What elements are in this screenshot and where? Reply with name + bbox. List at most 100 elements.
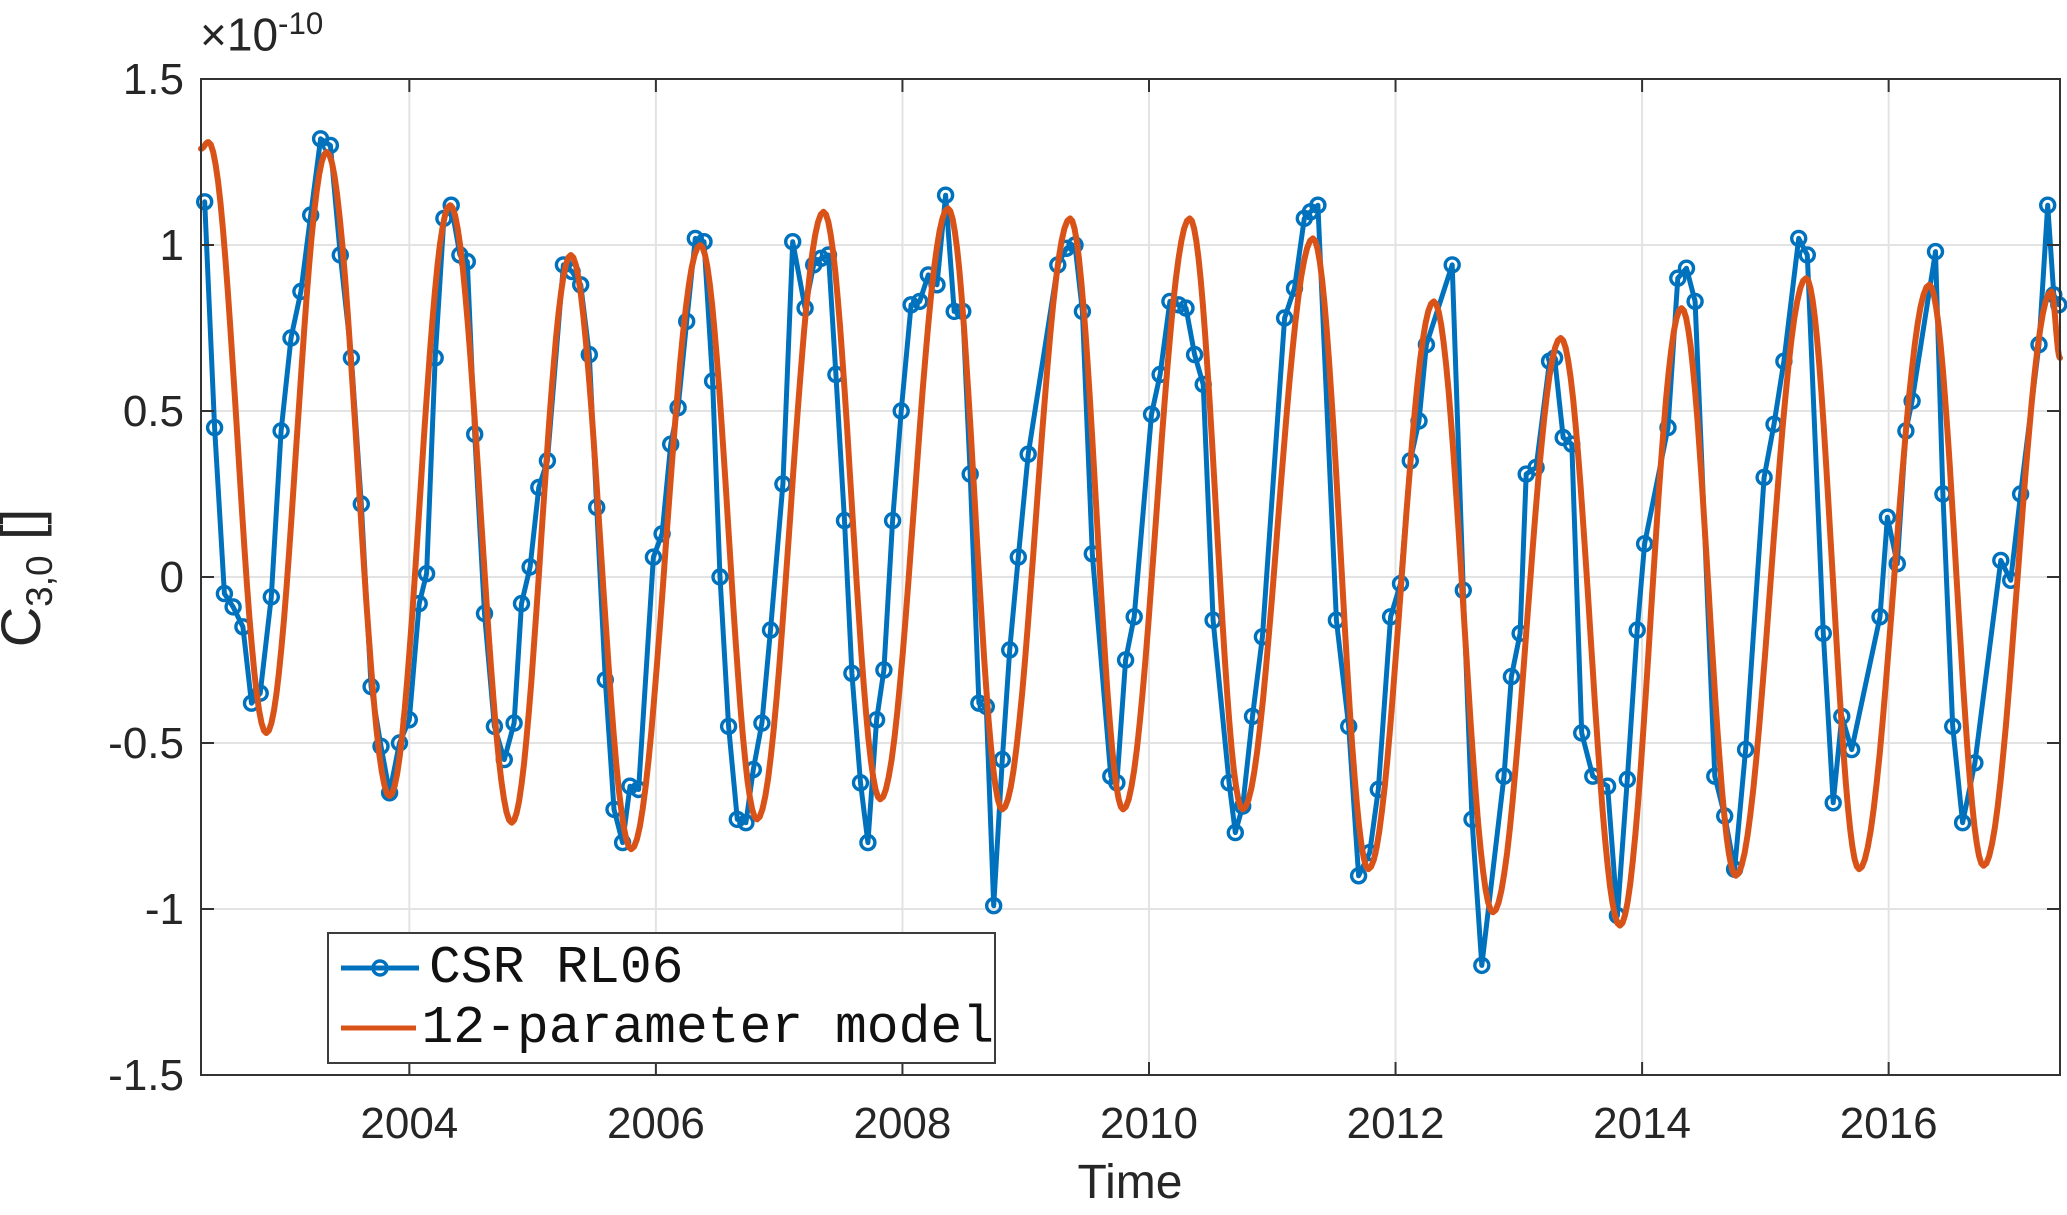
series-marker	[1992, 551, 2010, 570]
series-marker	[719, 717, 738, 736]
series-marker	[1125, 608, 1143, 626]
series-marker	[644, 548, 663, 566]
series-marker	[1669, 269, 1687, 287]
x-tick-label: 2012	[1347, 1099, 1445, 1148]
series-marker	[1814, 624, 1833, 643]
series-marker	[1871, 608, 1889, 626]
series-marker	[1116, 651, 1135, 669]
y-tick-label: 1	[160, 221, 184, 270]
y-tick-label: -1	[145, 885, 184, 934]
y-tick-label: -1.5	[108, 1051, 184, 1100]
legend-label-model: 12-parameter model	[421, 997, 995, 1058]
y-tick-label: -0.5	[108, 719, 184, 768]
series-marker	[728, 810, 746, 829]
series-marker	[737, 814, 755, 832]
series-marker	[262, 588, 280, 606]
legend-label-csr-rl06: CSR RL06	[429, 937, 684, 998]
series-marker	[282, 329, 300, 347]
series-marker	[1009, 548, 1027, 566]
series-marker	[1275, 309, 1294, 327]
x-tick-label: 2008	[853, 1099, 951, 1148]
series-marker	[1635, 535, 1654, 553]
series-marker	[859, 833, 877, 852]
series-marker	[195, 193, 214, 211]
series-marker	[985, 897, 1003, 915]
series-marker	[215, 584, 234, 603]
y-tick-label: 0.5	[123, 387, 184, 436]
y-axis-exponent-label: ×10-10	[200, 6, 323, 61]
series-marker	[1349, 867, 1368, 885]
legend-sample-line	[341, 1025, 416, 1031]
series-marker	[1233, 797, 1252, 815]
series-marker	[1226, 823, 1245, 842]
series-marker	[1677, 259, 1696, 277]
x-axis-label: Time	[1077, 1156, 1183, 1209]
series-marker	[1943, 717, 1962, 736]
series-marker	[1309, 196, 1327, 214]
ylabel-suffix: []	[0, 508, 52, 540]
series-marker	[1926, 242, 1945, 261]
legend-sample-line-with-marker	[341, 959, 419, 977]
series-marker	[1824, 794, 1842, 812]
series-marker	[205, 418, 224, 437]
series-marker	[1502, 667, 1521, 686]
series-marker	[2038, 196, 2057, 214]
series-marker	[1495, 767, 1513, 785]
series-line-1	[198, 139, 2063, 929]
series-marker	[936, 186, 955, 204]
series-marker	[1878, 508, 1897, 526]
series-marker	[1628, 621, 1646, 639]
ylabel-base: C	[0, 607, 52, 647]
legend-entry-csr-rl06: CSR RL06	[337, 940, 994, 996]
series-marker	[753, 714, 771, 732]
series-marker	[272, 422, 290, 440]
series-marker	[1572, 724, 1591, 742]
series-marker	[843, 664, 861, 682]
series-marker	[1798, 246, 1817, 264]
series-marker	[1019, 445, 1037, 463]
series-marker	[875, 661, 893, 679]
exponent-base: ×10	[200, 8, 279, 61]
series-marker	[380, 784, 399, 802]
series-marker	[911, 292, 929, 311]
x-tick-label: 2006	[607, 1099, 705, 1148]
series-marker	[1755, 468, 1773, 487]
series-marker	[621, 777, 639, 795]
series-marker	[1443, 256, 1461, 274]
series-marker	[1185, 345, 1204, 364]
legend-entry-model: 12-parameter model	[337, 1000, 994, 1056]
x-tick-label: 2010	[1100, 1099, 1198, 1148]
series-marker	[686, 229, 704, 248]
x-tick-label: 2016	[1840, 1099, 1938, 1148]
series-marker	[1686, 292, 1704, 311]
y-tick-label: 1.5	[123, 55, 184, 104]
y-tick-label: 0	[160, 553, 184, 602]
series-marker	[1001, 641, 1019, 659]
series-marker	[761, 621, 780, 639]
series-marker	[1473, 956, 1491, 975]
series-marker	[902, 296, 920, 314]
series-marker	[1736, 740, 1755, 759]
series-marker	[892, 402, 910, 420]
x-tick-label: 2004	[360, 1099, 458, 1148]
series-marker	[883, 511, 902, 530]
series-marker	[1618, 770, 1637, 789]
series-marker	[1177, 299, 1195, 317]
y-axis-label: C3,0 []	[0, 378, 88, 778]
exponent-sup: -10	[278, 6, 324, 41]
legend-box: CSR RL06 12-parameter model	[327, 932, 996, 1064]
ylabel-subscript: 3,0	[19, 555, 61, 607]
series-marker	[505, 714, 523, 732]
x-tick-label: 2014	[1593, 1099, 1691, 1148]
series-marker	[224, 598, 242, 616]
series-marker	[851, 774, 870, 792]
series-marker	[417, 565, 436, 583]
series-marker	[1953, 814, 1972, 832]
series-marker	[1789, 229, 1808, 248]
series-marker	[512, 594, 531, 613]
series-marker	[1142, 405, 1161, 423]
series-marker	[711, 568, 729, 586]
series-marker	[784, 232, 802, 251]
